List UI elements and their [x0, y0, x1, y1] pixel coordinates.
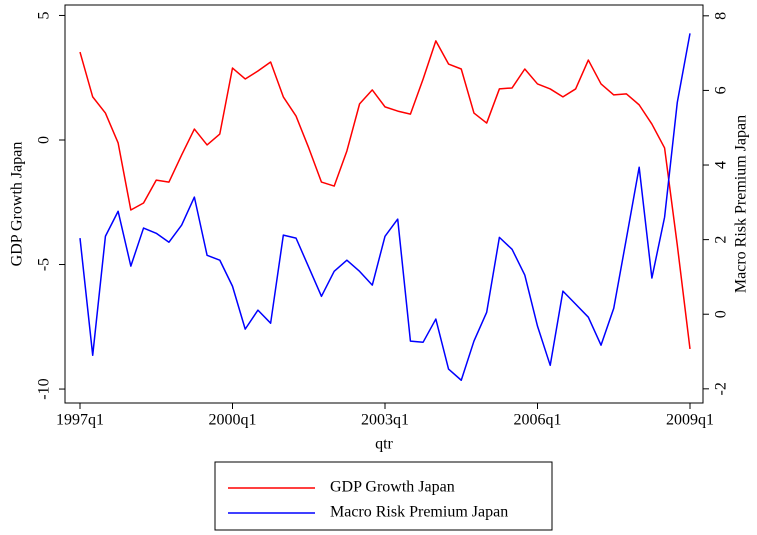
y2-axis-title: Macro Risk Premium Japan [733, 115, 750, 293]
x-tick-label: 2003q1 [361, 412, 409, 429]
x-tick-label: 2000q1 [209, 412, 257, 429]
y2-tick-label: 6 [713, 86, 730, 94]
y2-tick-label: 2 [713, 236, 730, 244]
y-tick-label: -5 [36, 258, 53, 271]
x-tick-label: 2009q1 [666, 412, 714, 429]
series-line [79, 40, 691, 350]
y2-tick-label: 0 [713, 310, 730, 318]
legend-box [214, 461, 553, 531]
y-tick-label: -10 [36, 378, 53, 399]
y2-tick-label: 4 [713, 161, 730, 169]
y2-tick-label: 8 [713, 12, 730, 20]
x-tick-label: 1997q1 [56, 412, 104, 429]
y2-tick-label: -2 [713, 382, 730, 395]
legend-label: GDP Growth Japan [330, 479, 455, 496]
x-axis-title: qtr [375, 436, 393, 453]
y-tick-label: 5 [36, 11, 53, 19]
plot-frame [64, 4, 704, 404]
y-tick-label: 0 [36, 136, 53, 144]
y-axis-title: GDP Growth Japan [9, 142, 26, 267]
series-line [79, 33, 691, 381]
x-tick-label: 2006q1 [514, 412, 562, 429]
legend-label: Macro Risk Premium Japan [330, 504, 508, 521]
